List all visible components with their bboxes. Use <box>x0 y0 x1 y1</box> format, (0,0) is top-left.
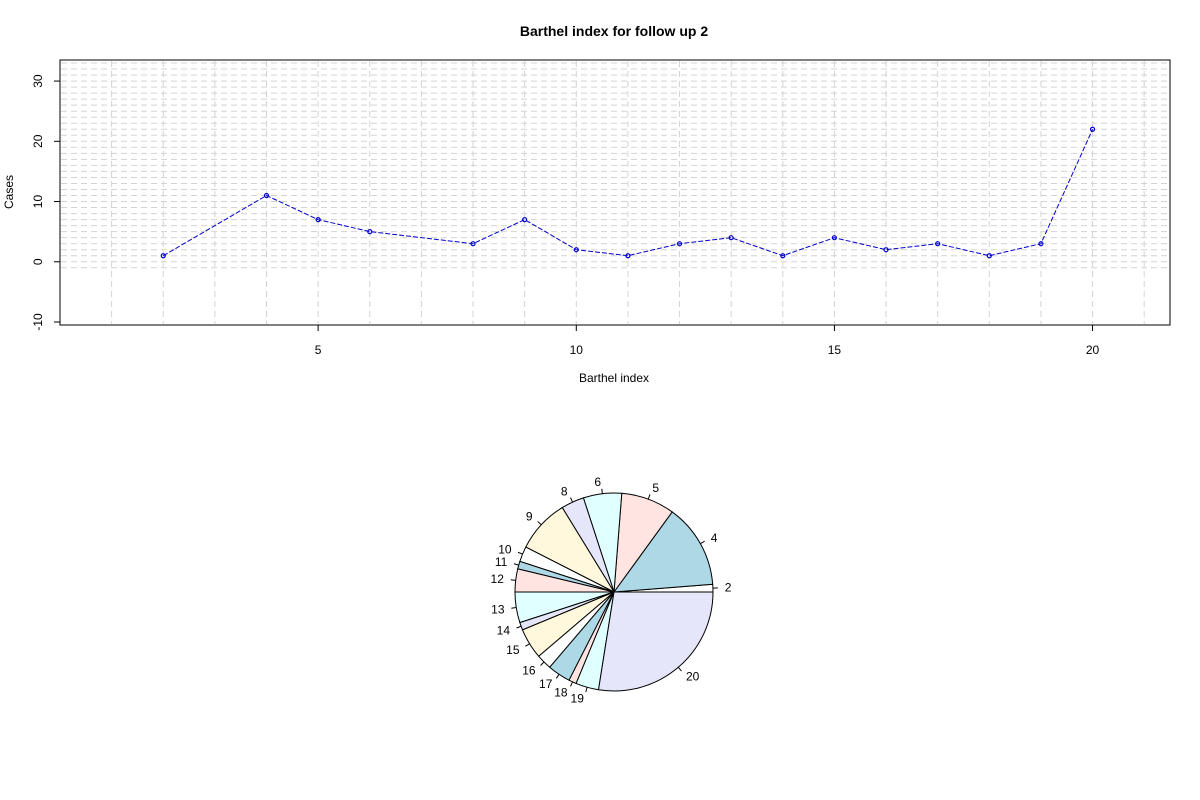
data-point <box>160 253 166 259</box>
data-point <box>573 247 579 253</box>
pie-label: 2 <box>725 581 732 595</box>
pie-label-tick <box>570 497 574 503</box>
pie-label: 11 <box>495 555 508 569</box>
pie-label-tick <box>517 551 523 555</box>
pie-label: 13 <box>491 602 505 616</box>
pie-label: 16 <box>522 663 536 677</box>
data-point <box>831 235 838 241</box>
y-axis-label: Cases <box>2 175 16 209</box>
pie-label-tick <box>510 579 516 581</box>
pie-label-tick <box>585 687 588 693</box>
x-tick-label: 20 <box>1086 343 1100 357</box>
pie-label-tick <box>555 674 560 679</box>
pie-label-tick <box>516 625 522 629</box>
pie-label-tick <box>525 643 530 647</box>
data-point <box>263 192 270 199</box>
pie-label: 15 <box>506 643 520 657</box>
pie-label-tick <box>513 563 519 566</box>
pie-label: 19 <box>571 692 585 706</box>
pie-label-tick <box>700 540 705 545</box>
y-tick-label: -10 <box>31 313 45 331</box>
pie-label: 9 <box>526 510 533 524</box>
y-tick-label: 10 <box>31 195 45 209</box>
pie-label: 4 <box>711 531 718 545</box>
pie-label-tick <box>601 488 603 494</box>
pie-label: 10 <box>498 543 512 557</box>
pie-label-tick <box>540 661 545 666</box>
pie-label-tick <box>677 666 682 672</box>
line-x-axis: 5 10 15 20 <box>315 325 1100 357</box>
pie-label-tick <box>570 681 574 687</box>
data-point <box>728 235 734 241</box>
line-chart-grid <box>61 61 1169 324</box>
pie-label-tick <box>537 521 542 526</box>
data-point <box>522 217 528 223</box>
pie-label-tick <box>647 494 651 500</box>
pie-label: 18 <box>554 686 568 700</box>
pie-label: 14 <box>497 623 511 637</box>
line-plot-box <box>59 59 1171 326</box>
y-tick-label: 0 <box>31 258 45 265</box>
data-point <box>470 241 476 247</box>
data-point <box>1038 241 1044 247</box>
y-tick-label: 20 <box>31 134 45 148</box>
series-line <box>163 129 1094 257</box>
pie-label: 6 <box>594 475 601 489</box>
data-point <box>625 253 631 259</box>
line-y-axis: -10 0 10 20 30 <box>31 74 60 331</box>
x-tick-label: 10 <box>570 343 584 357</box>
pie-label: 20 <box>686 669 700 683</box>
pie-label: 12 <box>491 572 505 586</box>
pie-label: 17 <box>539 677 553 691</box>
pie-label: 5 <box>652 481 659 495</box>
data-point <box>315 217 321 223</box>
data-point <box>935 241 941 247</box>
data-point <box>780 253 786 259</box>
x-axis-label: Barthel index <box>579 371 649 385</box>
line-series <box>160 126 1096 259</box>
pie-label: 8 <box>561 484 568 498</box>
data-point <box>986 253 992 259</box>
line-chart: 5 10 15 20 -10 0 10 20 30 Barthel index for fol… <box>2 23 1171 385</box>
x-tick-label: 15 <box>828 343 842 357</box>
pie-slice <box>597 591 714 692</box>
x-tick-label: 5 <box>315 343 322 357</box>
data-point <box>676 241 683 247</box>
data-point <box>1089 126 1096 132</box>
pie-label-tick <box>511 606 517 609</box>
y-tick-label: 30 <box>31 74 45 88</box>
data-point <box>883 247 889 253</box>
pie-slice <box>612 511 714 593</box>
data-point <box>367 229 373 235</box>
chart-title: Barthel index for follow up 2 <box>520 23 708 39</box>
